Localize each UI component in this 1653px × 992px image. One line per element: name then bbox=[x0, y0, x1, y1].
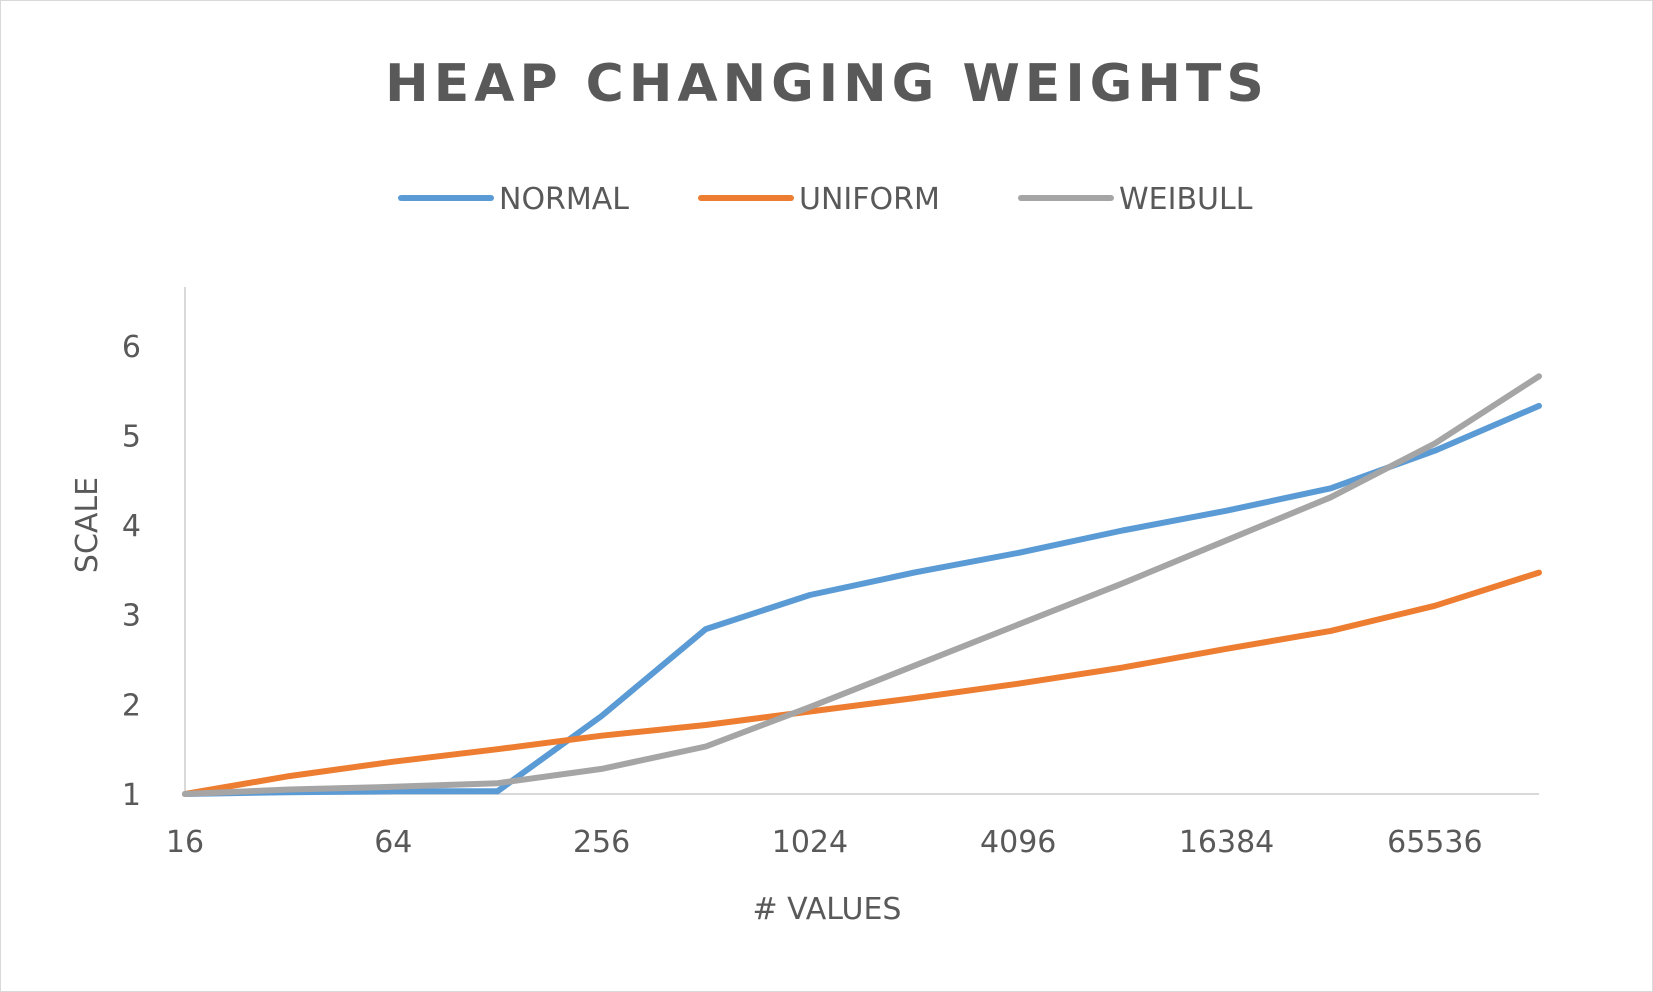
y-tick-labels: 1 2 3 4 5 6 bbox=[122, 330, 141, 813]
y-tick-label: 2 bbox=[122, 688, 141, 723]
y-axis-label: SCALE bbox=[70, 477, 105, 573]
y-tick-label: 5 bbox=[122, 419, 141, 454]
axes bbox=[184, 287, 1539, 795]
series-layer bbox=[182, 373, 1542, 797]
x-tick-label: 64 bbox=[374, 825, 412, 860]
series-line-weibull bbox=[182, 373, 1542, 797]
series-line-uniform bbox=[182, 569, 1542, 797]
x-tick-label: 16384 bbox=[1179, 825, 1274, 860]
y-tick-label: 6 bbox=[122, 330, 141, 365]
x-tick-label: 1024 bbox=[772, 825, 848, 860]
y-tick-label: 3 bbox=[122, 599, 141, 634]
y-tick-label: 4 bbox=[122, 509, 141, 544]
legend-label-weibull: WEIBULL bbox=[1119, 182, 1253, 217]
series-line-normal bbox=[182, 402, 1542, 797]
x-tick-label: 4096 bbox=[980, 825, 1056, 860]
x-tick-label: 16 bbox=[166, 825, 204, 860]
legend: NORMAL UNIFORM WEIBULL bbox=[398, 182, 1253, 217]
x-tick-labels: 16 64 256 1024 4096 16384 65536 bbox=[166, 825, 1483, 860]
x-axis-label: # VALUES bbox=[753, 892, 902, 927]
legend-label-normal: NORMAL bbox=[499, 182, 629, 217]
y-tick-label: 1 bbox=[122, 778, 141, 813]
legend-label-uniform: UNIFORM bbox=[799, 182, 940, 217]
x-tick-label: 65536 bbox=[1387, 825, 1482, 860]
x-tick-label: 256 bbox=[573, 825, 630, 860]
chart-title: HEAP CHANGING WEIGHTS bbox=[385, 54, 1269, 114]
